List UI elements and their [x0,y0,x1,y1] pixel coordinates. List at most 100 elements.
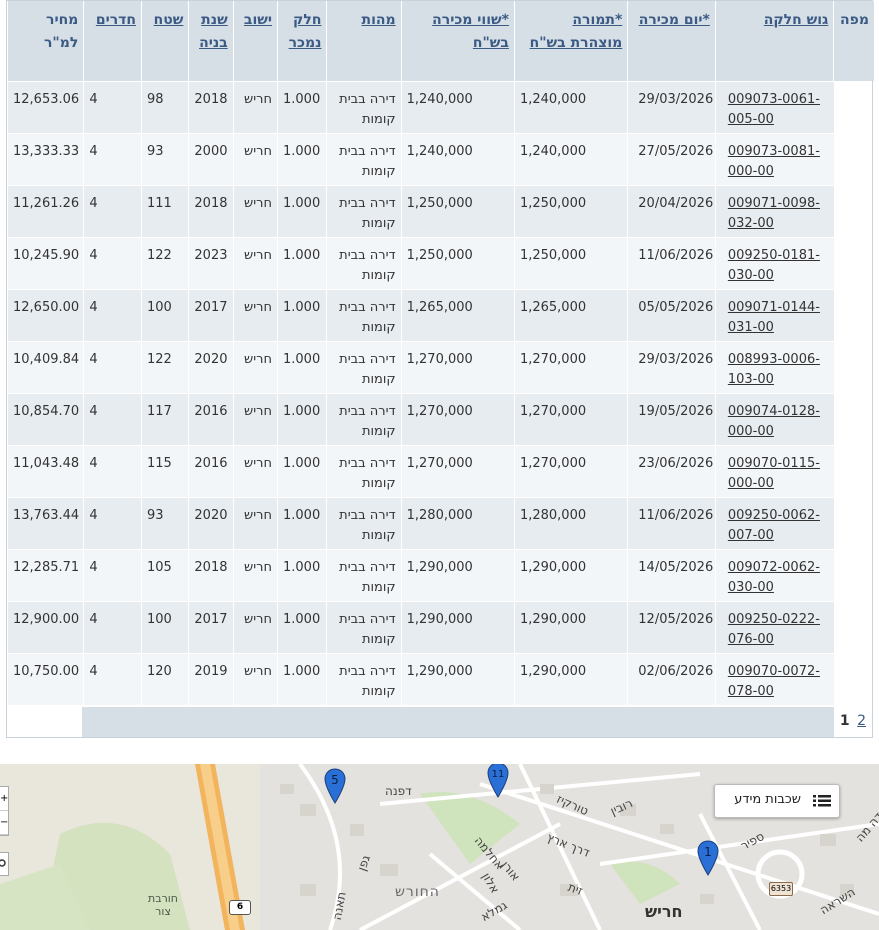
declared-price-cell: 1,270,000 [513,340,628,393]
road-6353-badge: 6353 [769,882,793,896]
map-view[interactable]: + − 6 6353 חריש החורש דפנה טורקיז רובין … [0,764,879,930]
parcel-cell: 009071-0144-031-00 [714,288,834,341]
share-sold-cell: 1.000 [276,444,327,497]
price-per-sqm-cell: 12,650.00 [6,288,84,341]
header-settlement[interactable]: ישוב [232,1,278,81]
header-declared-price[interactable]: *תמורה מוצהרת בש"ח [513,1,628,81]
share-sold-cell: 1.000 [276,392,327,445]
svg-text:1: 1 [704,845,712,859]
rooms-cell: 4 [83,132,142,185]
table-row: 4009250-0181-030-0011/06/20261,250,0001,… [6,236,879,817]
parcel-link[interactable]: 009074-0128-000-00 [727,403,820,439]
price-per-sqm-cell: 12,285.71 [6,548,84,601]
page-link-2[interactable]: 2 [857,713,866,729]
parcel-cell: 009073-0081-000-00 [714,132,834,185]
area-cell: 100 [141,288,189,341]
declared-price-cell: 1,280,000 [513,496,628,549]
map-label-dafna: דפנה [385,784,412,798]
sale-value-cell: 1,290,000 [400,600,515,653]
header-sale-date[interactable]: *יום מכירה [627,1,716,81]
pager-row: 1 2 [7,707,872,737]
zoom-in-button[interactable]: + [0,787,8,811]
property-type-cell: דירה בבית קומות [326,444,402,497]
parcel-link[interactable]: 008993-0006-103-00 [727,351,820,387]
sale-value-cell: 1,240,000 [400,80,515,133]
property-type-cell: דירה בבית קומות [326,132,402,185]
zoom-out-button[interactable]: − [0,811,8,835]
header-year-built[interactable]: שנת בניה [188,1,234,81]
settlement-cell: חריש [232,444,278,497]
map-pin-5[interactable]: 5 [324,768,346,808]
header-share-sold[interactable]: חלק נמכר [276,1,327,81]
header-parcel[interactable]: גוש חלקה [714,1,834,81]
property-type-cell: דירה בבית קומות [326,236,402,289]
parcel-link[interactable]: 009250-0062-007-00 [727,507,820,543]
parcel-link[interactable]: 009073-0061-005-00 [727,91,820,127]
layers-list-icon [813,795,831,807]
share-sold-cell: 1.000 [276,80,327,133]
share-sold-cell: 1.000 [276,548,327,601]
parcel-link[interactable]: 009070-0072-078-00 [727,663,820,699]
area-cell: 122 [141,236,189,289]
price-per-sqm-cell: 10,750.00 [6,652,84,705]
map-search-button[interactable] [0,852,9,876]
share-sold-cell: 1.000 [276,600,327,653]
parcel-link[interactable]: 009070-0115-000-00 [727,455,820,491]
declared-price-cell: 1,240,000 [513,132,628,185]
sale-date-cell: 20/04/2026 [627,184,716,237]
year-built-cell: 2017 [188,600,234,653]
property-type-cell: דירה בבית קומות [326,548,402,601]
area-cell: 98 [141,80,189,133]
rooms-cell: 4 [83,340,142,393]
header-area[interactable]: שטח [141,1,189,81]
declared-price-cell: 1,290,000 [513,548,628,601]
parcel-link[interactable]: 009250-0181-030-00 [727,247,820,283]
share-sold-cell: 1.000 [276,340,327,393]
sale-date-cell: 29/03/2026 [627,340,716,393]
parcel-cell: 009070-0072-078-00 [714,652,834,705]
parcel-link[interactable]: 009073-0081-000-00 [727,143,820,179]
rooms-cell: 4 [83,236,142,289]
map-pin-1[interactable]: 1 [697,840,719,880]
sale-date-cell: 29/03/2026 [627,80,716,133]
pager-background [82,707,834,737]
declared-price-cell: 1,270,000 [513,444,628,497]
header-rooms[interactable]: חדרים [83,1,142,81]
table-header-row: מפה גוש חלקה *יום מכירה *תמורה מוצהרת בש… [6,1,874,81]
year-built-cell: 2018 [188,184,234,237]
rooms-cell: 4 [83,444,142,497]
parcel-link[interactable]: 009071-0144-031-00 [727,299,820,335]
header-map: מפה [833,1,874,81]
rooms-cell: 4 [83,652,142,705]
sale-value-cell: 1,265,000 [400,288,515,341]
table-row: 5009071-0144-031-0005/05/20261,265,0001,… [6,288,879,817]
header-property-type[interactable]: מהות [326,1,402,81]
sale-date-cell: 19/05/2026 [627,392,716,445]
layers-button[interactable]: שכבות מידע [714,784,840,818]
area-cell: 120 [141,652,189,705]
zoom-control: + − [0,786,9,836]
rooms-cell: 4 [83,184,142,237]
property-type-cell: דירה בבית קומות [326,652,402,705]
property-type-cell: דירה בבית קומות [326,600,402,653]
property-type-cell: דירה בבית קומות [326,340,402,393]
table-row: 7009074-0128-000-0019/05/20261,270,0001,… [6,392,879,817]
share-sold-cell: 1.000 [276,184,327,237]
parcel-cell: 009250-0222-076-00 [714,600,834,653]
parcel-link[interactable]: 009250-0222-076-00 [727,611,820,647]
year-built-cell: 2020 [188,496,234,549]
year-built-cell: 2018 [188,80,234,133]
year-built-cell: 2000 [188,132,234,185]
parcel-link[interactable]: 009071-0098-032-00 [727,195,820,231]
map-pin-11[interactable]: 11 [487,764,509,802]
price-per-sqm-cell: 13,333.33 [6,132,84,185]
share-sold-cell: 1.000 [276,496,327,549]
year-built-cell: 2017 [188,288,234,341]
header-sale-value[interactable]: *שווי מכירה בש"ח [400,1,515,81]
year-built-cell: 2016 [188,392,234,445]
share-sold-cell: 1.000 [276,652,327,705]
parcel-cell: 009250-0181-030-00 [714,236,834,289]
parcel-cell: 009250-0062-007-00 [714,496,834,549]
price-per-sqm-cell: 12,653.06 [6,80,84,133]
parcel-link[interactable]: 009072-0062-030-00 [727,559,820,595]
